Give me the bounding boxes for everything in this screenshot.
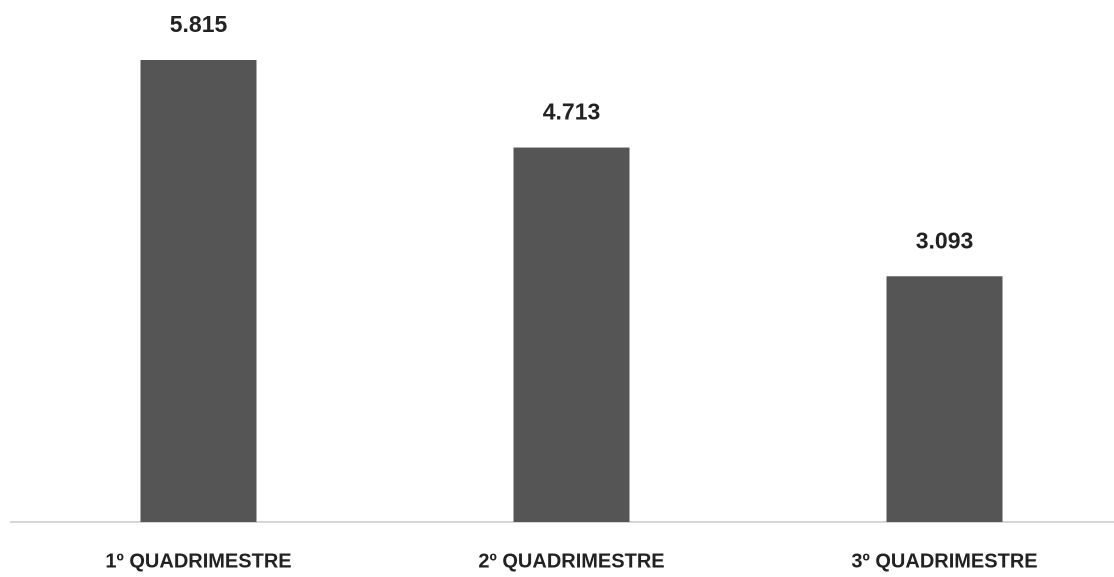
bar bbox=[140, 60, 257, 522]
bar bbox=[513, 147, 630, 522]
bar bbox=[886, 276, 1003, 522]
value-label: 5.815 bbox=[170, 11, 228, 37]
value-label: 4.713 bbox=[543, 99, 601, 125]
value-label: 3.093 bbox=[916, 227, 974, 253]
x-tick-label: 1º QUADRIMESTRE bbox=[105, 550, 291, 572]
x-tick-label: 2º QUADRIMESTRE bbox=[478, 550, 664, 572]
x-tick-label: 3º QUADRIMESTRE bbox=[851, 550, 1037, 572]
